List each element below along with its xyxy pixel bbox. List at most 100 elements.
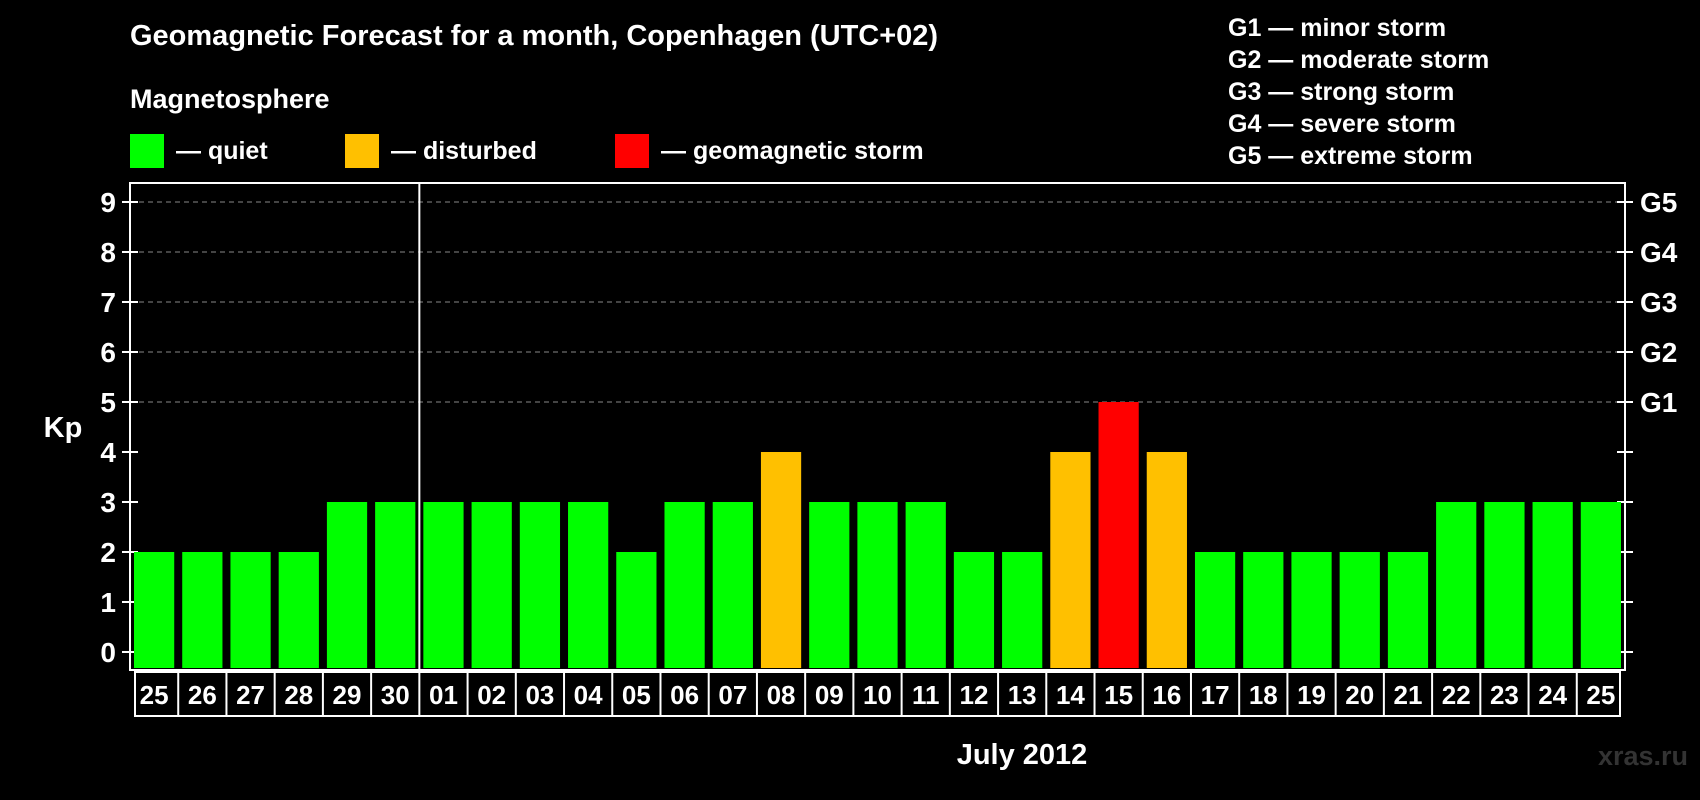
y-tick-label-4: 4: [100, 437, 116, 468]
legend-heading: Magnetosphere: [130, 84, 330, 114]
bar-30: [1532, 502, 1573, 668]
x-tick-label-26: 20: [1345, 680, 1374, 710]
right-axis-label-g3: G3: [1640, 287, 1677, 318]
bar-15: [809, 502, 850, 668]
x-tick-label-19: 13: [1008, 680, 1037, 710]
legend-label-quiet: — quiet: [176, 136, 268, 165]
bar-2: [182, 552, 223, 668]
y-tick-label-8: 8: [100, 237, 116, 268]
bar-1: [134, 552, 175, 668]
legend-swatch-storm: [615, 134, 649, 168]
storm-scale-legend: G1 — minor storm G2 — moderate storm G3 …: [1228, 12, 1489, 172]
y-axis-title: Kp: [44, 412, 83, 444]
x-tick-label-8: 02: [477, 680, 506, 710]
legend-swatch-disturbed: [345, 134, 379, 168]
x-tick-label-31: 25: [1586, 680, 1615, 710]
bar-12: [664, 502, 705, 668]
chart-title: Geomagnetic Forecast for a month, Copenh…: [130, 20, 939, 52]
bar-8: [471, 502, 512, 668]
bar-26: [1339, 552, 1380, 668]
x-tick-label-4: 28: [284, 680, 313, 710]
y-tick-label-9: 9: [100, 187, 116, 218]
storm-scale-g1: G1 — minor storm: [1228, 14, 1447, 42]
bar-19: [1002, 552, 1043, 668]
bar-20: [1050, 452, 1091, 668]
watermark: xras.ru: [1597, 741, 1688, 771]
x-tick-label-7: 01: [429, 680, 458, 710]
x-tick-label-24: 18: [1249, 680, 1278, 710]
x-tick-label-14: 08: [767, 680, 796, 710]
x-tick-label-6: 30: [381, 680, 410, 710]
x-tick-label-10: 04: [574, 680, 603, 710]
storm-scale-g4: G4 — severe storm: [1228, 110, 1456, 138]
bar-11: [616, 552, 657, 668]
bar-23: [1194, 552, 1236, 668]
bar-31: [1580, 502, 1621, 668]
right-axis-label-g1: G1: [1640, 387, 1677, 418]
x-tick-label-25: 19: [1297, 680, 1326, 710]
x-tick-label-27: 21: [1394, 680, 1423, 710]
x-tick-label-23: 17: [1201, 680, 1230, 710]
legend-item-disturbed: — disturbed: [345, 134, 537, 168]
bar-7: [423, 502, 464, 668]
legend-label-storm: — geomagnetic storm: [661, 136, 924, 165]
x-tick-label-18: 12: [959, 680, 988, 710]
right-axis-label-g4: G4: [1640, 237, 1678, 268]
x-tick-label-15: 09: [815, 680, 844, 710]
bar-16: [857, 502, 898, 668]
y-tick-label-0: 0: [100, 637, 116, 668]
x-tick-label-30: 24: [1538, 680, 1567, 710]
storm-scale-g3: G3 — strong storm: [1228, 78, 1455, 106]
x-tick-label-12: 06: [670, 680, 699, 710]
x-tick-label-13: 07: [718, 680, 747, 710]
bar-3: [230, 552, 271, 668]
right-axis-label-g2: G2: [1640, 337, 1677, 368]
y-tick-label-3: 3: [100, 487, 116, 518]
x-tick-label-2: 26: [188, 680, 217, 710]
y-tick-label-2: 2: [100, 537, 116, 568]
y-tick-label-6: 6: [100, 337, 116, 368]
right-axis-label-g5: G5: [1640, 187, 1677, 218]
bar-13: [712, 502, 753, 668]
x-tick-label-22: 16: [1152, 680, 1181, 710]
bar-4: [278, 552, 319, 668]
x-tick-label-28: 22: [1442, 680, 1471, 710]
legend-item-quiet: — quiet: [130, 134, 268, 168]
x-tick-label-29: 23: [1490, 680, 1519, 710]
bar-28: [1436, 502, 1477, 668]
bar-22: [1146, 452, 1187, 668]
legend-swatch-quiet: [130, 134, 164, 168]
x-tick-label-16: 10: [863, 680, 892, 710]
bar-6: [375, 502, 416, 668]
x-tick-label-20: 14: [1056, 680, 1085, 710]
x-tick-label-3: 27: [236, 680, 265, 710]
storm-scale-g2: G2 — moderate storm: [1228, 46, 1490, 74]
x-axis-title: July 2012: [957, 739, 1088, 771]
bar-17: [905, 502, 946, 668]
storm-scale-g5: G5 — extreme storm: [1228, 142, 1473, 170]
bar-29: [1484, 502, 1525, 668]
bar-27: [1387, 552, 1429, 668]
bar-14: [760, 452, 802, 668]
bar-25: [1291, 552, 1332, 668]
date-label-strip: [134, 671, 1621, 717]
x-tick-label-5: 29: [333, 680, 362, 710]
x-tick-label-21: 15: [1104, 680, 1133, 710]
bar-21: [1098, 402, 1139, 668]
plot-frame: [129, 182, 1626, 671]
y-tick-label-5: 5: [100, 387, 116, 418]
legend-label-disturbed: — disturbed: [391, 136, 537, 165]
x-tick-label-17: 11: [912, 680, 940, 710]
bar-24: [1243, 552, 1284, 668]
y-tick-label-7: 7: [100, 287, 116, 318]
bar-5: [326, 502, 368, 668]
y-tick-label-1: 1: [100, 587, 116, 618]
x-tick-label-1: 25: [140, 680, 169, 710]
bar-9: [519, 502, 561, 668]
x-tick-label-11: 05: [622, 680, 651, 710]
bar-10: [568, 502, 609, 668]
legend-item-storm: — geomagnetic storm: [615, 134, 924, 168]
bar-18: [953, 552, 995, 668]
x-tick-label-9: 03: [525, 680, 554, 710]
